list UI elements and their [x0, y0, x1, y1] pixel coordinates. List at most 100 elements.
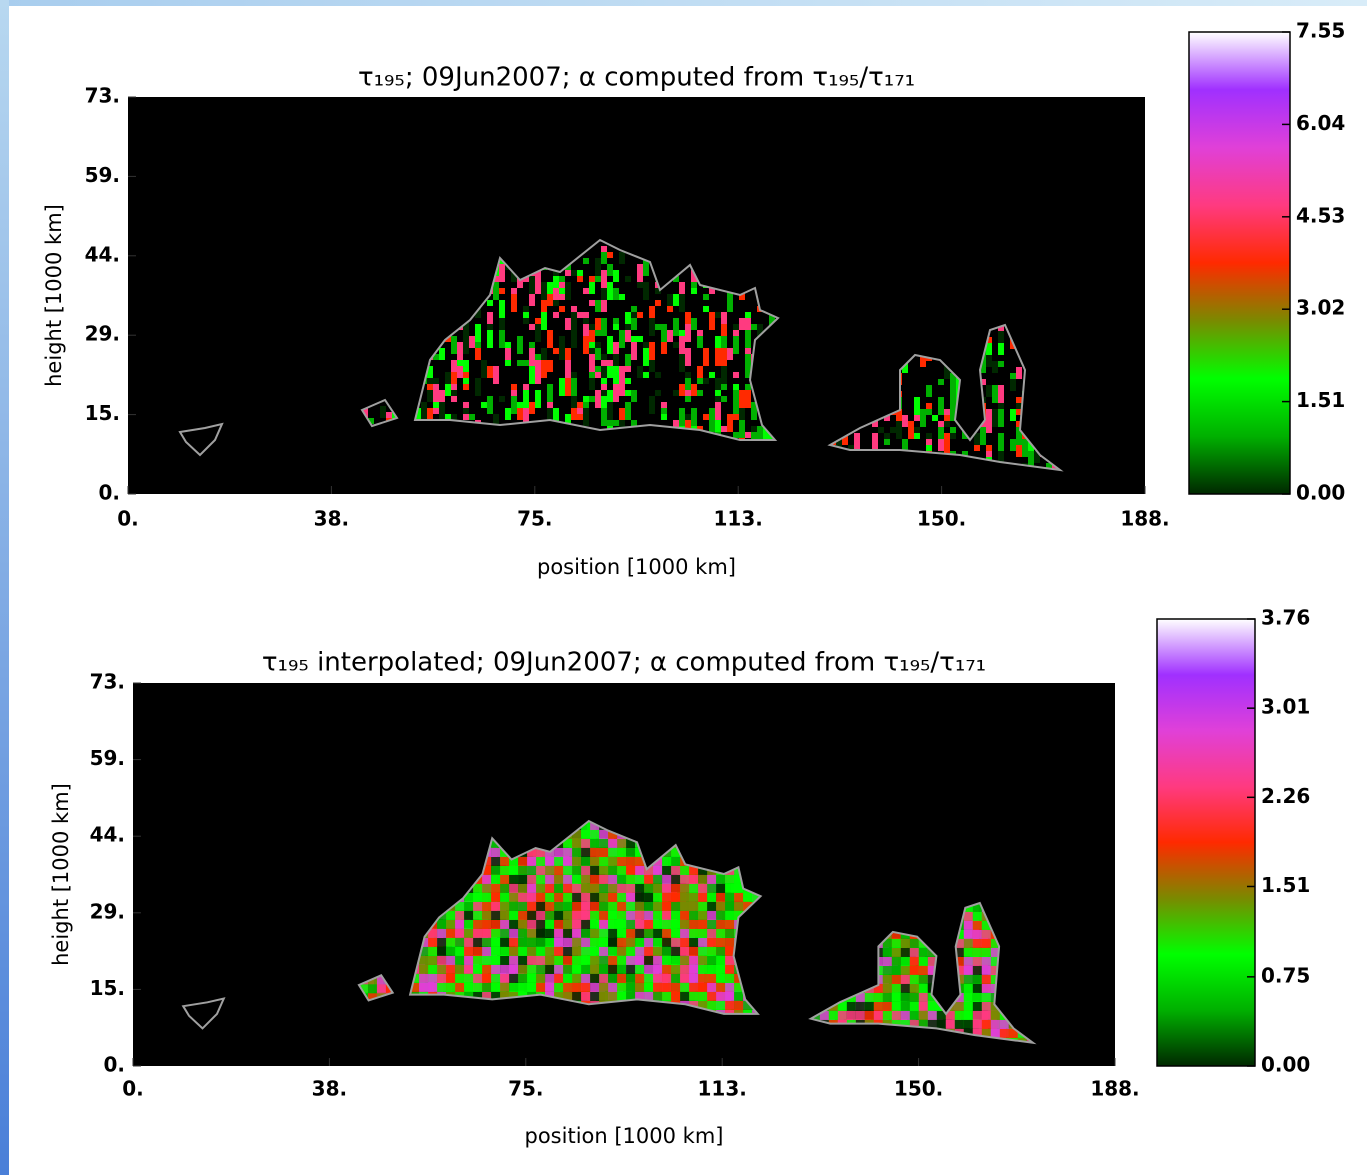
pixel: [661, 342, 667, 354]
pixel: [679, 294, 685, 312]
pixel: [625, 366, 631, 372]
pixel: [511, 294, 517, 312]
pixel: [745, 432, 751, 438]
pixel: [986, 343, 992, 355]
pixel: [727, 414, 733, 432]
pixel: [649, 360, 655, 372]
pixel: [547, 294, 553, 306]
pixel: [673, 390, 679, 396]
pixel: [721, 324, 727, 336]
pixel: [950, 373, 956, 391]
pixel: [457, 366, 463, 378]
pixel: [487, 396, 493, 414]
pixel: [523, 312, 529, 318]
pixel: [697, 378, 703, 384]
pixel: [920, 409, 926, 427]
pixel: [673, 276, 679, 282]
pixel: [553, 288, 559, 306]
pixel: [547, 408, 553, 420]
pixel: [595, 372, 601, 378]
pixel: [607, 264, 613, 276]
colorbar-tick-label: 1.51: [1261, 873, 1310, 897]
pixel: [583, 402, 589, 408]
pixel: [643, 372, 649, 378]
pixel: [439, 348, 445, 360]
pixel: [751, 402, 757, 408]
pixel: [944, 361, 950, 379]
pixel: [529, 348, 535, 366]
pixel: [505, 342, 511, 348]
pixel: [739, 390, 745, 408]
pixel: [589, 348, 595, 354]
pixel: [679, 336, 685, 354]
pixel: [926, 409, 932, 415]
pixel: [625, 276, 631, 282]
y-tick-label: 0.: [98, 481, 120, 505]
pixel: [944, 445, 950, 457]
pixel: [595, 276, 601, 282]
pixel: [631, 342, 637, 360]
pixel: [1016, 403, 1022, 409]
region-outline: [827, 323, 1064, 472]
pixel: [733, 330, 739, 336]
pixel: [914, 433, 920, 439]
pixel: [643, 348, 649, 366]
pixel: [451, 360, 457, 378]
pixel: [362, 406, 368, 418]
y-tick-label: 29.: [90, 899, 125, 923]
pixel: [745, 354, 751, 372]
pixel: [685, 396, 691, 402]
pixel: [649, 330, 655, 336]
pixel: [427, 408, 433, 420]
pixel: [613, 324, 619, 330]
pixel: [980, 361, 986, 373]
colorbar-tick-label: 3.02: [1296, 296, 1345, 320]
pixel: [709, 312, 715, 330]
pixel: [721, 426, 727, 432]
pixel: [643, 342, 649, 348]
pixel: [691, 408, 697, 426]
pixel: [679, 282, 685, 300]
x-axis-label: position [1000 km]: [537, 555, 736, 579]
pixel: [872, 433, 878, 451]
y-tick-label: 59.: [90, 746, 125, 770]
y-tick-label: 29.: [85, 322, 120, 346]
pixel: [697, 366, 703, 378]
pixel: [733, 384, 739, 390]
region-outline: [808, 901, 1037, 1045]
pixel: [571, 408, 577, 420]
pixel: [439, 402, 445, 420]
pixel: [529, 294, 535, 306]
pixel: [427, 390, 433, 402]
pixel: [721, 312, 727, 330]
pixel: [517, 408, 523, 420]
y-tick-label: 15.: [85, 401, 120, 425]
pixel: [553, 408, 559, 426]
pixel: [475, 378, 481, 396]
pixel: [487, 312, 493, 324]
pixel: [499, 330, 505, 348]
plot-area: [128, 97, 1145, 494]
y-tick-label: 59.: [85, 163, 120, 187]
pixel: [679, 408, 685, 426]
pixel: [890, 427, 896, 433]
pixel: [421, 408, 427, 426]
pixel: [469, 414, 475, 420]
pixel: [631, 318, 637, 330]
pixel: [433, 384, 439, 402]
pixel: [1046, 463, 1052, 470]
pixel: [463, 408, 469, 414]
pixel: [589, 396, 595, 402]
pixel: [938, 439, 944, 457]
pixel: [926, 439, 932, 445]
pixel: [944, 421, 950, 427]
pixel: [926, 433, 932, 439]
x-tick-label: 150.: [894, 1077, 943, 1101]
pixel: [505, 408, 511, 420]
pixel: [998, 451, 1004, 469]
pixel: [998, 409, 1004, 427]
pixel: [493, 282, 499, 300]
pixel: [679, 384, 685, 396]
pixel: [589, 354, 595, 372]
x-axis-label: position [1000 km]: [525, 1124, 724, 1148]
